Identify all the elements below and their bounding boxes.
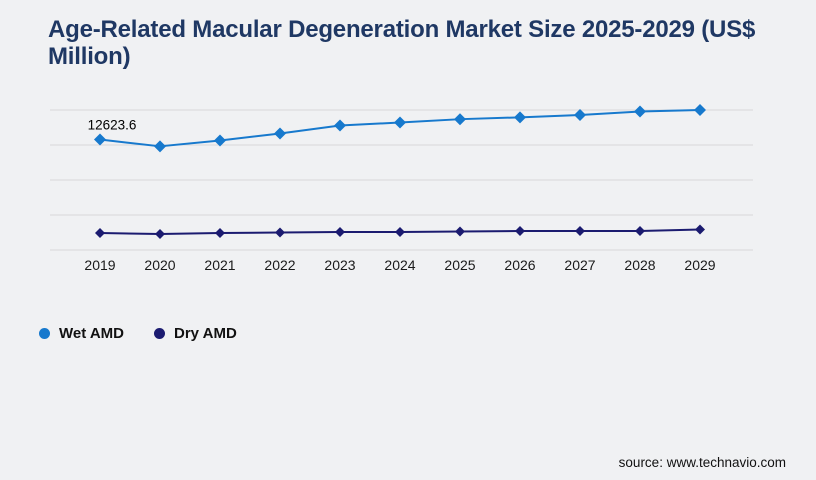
data-point-marker-icon: [394, 116, 406, 129]
wet-amd-legend-label: Wet AMD: [59, 325, 124, 342]
chart-legend: Wet AMD Dry AMD: [39, 325, 237, 342]
data-point-marker-icon: [695, 224, 705, 235]
data-point-marker-icon: [634, 105, 646, 118]
x-axis-tick-label: 2023: [324, 257, 355, 273]
wet-amd-legend-dot-icon: [39, 328, 50, 339]
data-point-marker-icon: [215, 228, 225, 239]
page-title: Age-Related Macular Degeneration Market …: [48, 16, 756, 70]
source-attribution: source: www.technavio.com: [618, 455, 786, 470]
legend-item-dry-amd: Dry AMD: [154, 325, 237, 342]
data-point-marker-icon: [275, 227, 285, 238]
data-point-marker-icon: [515, 226, 525, 237]
data-point-marker-icon: [94, 133, 106, 146]
data-point-value-label: 12623.6: [88, 118, 137, 133]
data-point-marker-icon: [335, 226, 345, 237]
data-point-marker-icon: [214, 134, 226, 147]
x-axis-tick-label: 2028: [624, 257, 655, 273]
data-point-marker-icon: [575, 226, 585, 237]
data-point-marker-icon: [635, 226, 645, 237]
data-point-marker-icon: [154, 140, 166, 153]
x-axis-tick-label: 2024: [384, 257, 415, 273]
data-point-marker-icon: [694, 104, 706, 116]
x-axis-tick-label: 2020: [144, 257, 175, 273]
x-axis-tick-label: 2019: [84, 257, 115, 273]
data-point-marker-icon: [455, 226, 465, 237]
data-point-marker-icon: [274, 127, 286, 140]
x-axis-tick-label: 2026: [504, 257, 535, 273]
x-axis-tick-label: 2022: [264, 257, 295, 273]
dry-amd-legend-dot-icon: [154, 328, 165, 339]
x-axis-tick-label: 2025: [444, 257, 475, 273]
data-point-marker-icon: [514, 111, 526, 124]
data-point-marker-icon: [574, 108, 586, 121]
x-axis-tick-label: 2029: [684, 257, 715, 273]
data-point-marker-icon: [155, 228, 165, 239]
legend-item-wet-amd: Wet AMD: [39, 325, 124, 342]
dry-amd-legend-label: Dry AMD: [174, 325, 237, 342]
x-axis-tick-label: 2027: [564, 257, 595, 273]
data-point-marker-icon: [395, 226, 405, 237]
x-axis-tick-label: 2021: [204, 257, 235, 273]
data-point-marker-icon: [95, 228, 105, 239]
data-point-marker-icon: [334, 119, 346, 132]
data-point-marker-icon: [454, 113, 466, 126]
amd-market-line-chart: 2019 2020 2021 2022 2023 2024 2025 2026 2027 2028…: [50, 104, 753, 273]
